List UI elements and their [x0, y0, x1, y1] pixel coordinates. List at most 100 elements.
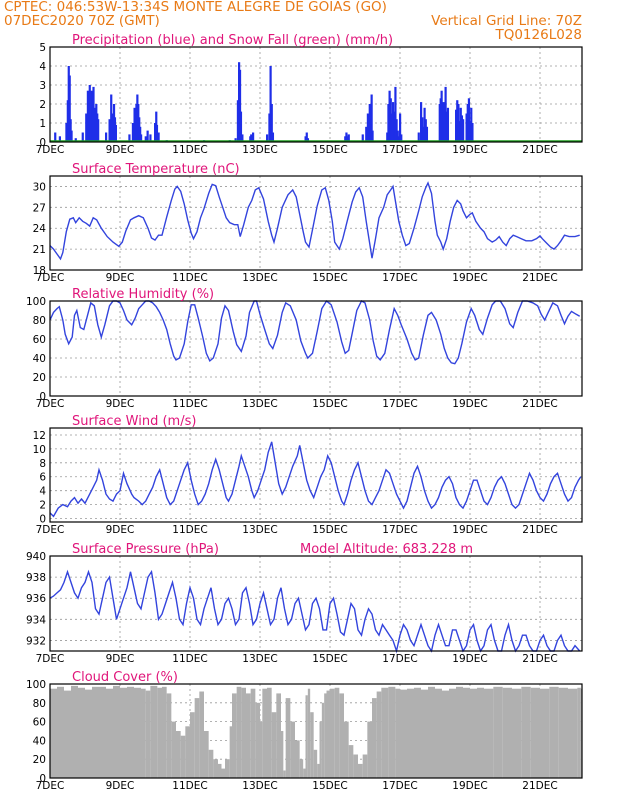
cloud-frame — [49, 683, 583, 779]
precip-bar — [424, 119, 427, 142]
cloud-cover-bar — [381, 687, 389, 778]
cloud-cover-bar — [218, 763, 222, 778]
precip-bar — [305, 132, 308, 142]
rh-xtick-label: 15DEC — [312, 398, 347, 410]
precip-bar — [268, 113, 271, 142]
rh-xtick-label: 17DEC — [382, 398, 417, 410]
precip-bar — [471, 123, 474, 142]
precip-bar — [397, 136, 401, 142]
header-grid-line: Vertical Grid Line: 70Z — [431, 13, 582, 29]
cloud-cover-bar — [521, 686, 531, 778]
rh-title: Relative Humidity (%) — [72, 287, 214, 302]
temp-xtick-label: 15DEC — [312, 272, 347, 284]
precip-xtick-label: 7DEC — [36, 144, 65, 156]
header-line-location: CPTEC: 046:53W-13:34S MONTE ALEGRE DE GO… — [4, 0, 387, 15]
rh-xtick-label: 9DEC — [106, 398, 135, 410]
precip-xtick-label: 9DEC — [106, 144, 135, 156]
precip-bar — [68, 75, 71, 142]
temp-xtick-label: 17DEC — [382, 272, 417, 284]
cloud-cover-bar — [162, 686, 167, 778]
temp-ytick-label: 24 — [33, 223, 47, 235]
cloud-cover-bar — [190, 712, 195, 778]
precip-bar — [365, 126, 368, 142]
cloud-cover-bar — [99, 686, 106, 778]
header-model-id: TQ0126L028 — [494, 27, 582, 43]
cloud-cover-bar — [388, 686, 396, 778]
cloud-cover-bar — [157, 687, 162, 778]
precip-bar — [241, 134, 244, 142]
cloud-cover-bar — [456, 686, 463, 778]
precip-bar — [422, 126, 425, 142]
cloud-cover-bar — [85, 689, 92, 778]
pressure-xtick-label: 17DEC — [382, 653, 417, 665]
cloud-ytick-label: 100 — [26, 679, 46, 691]
cloud-cover-bar — [92, 686, 99, 778]
wind-ytick-label: 12 — [33, 430, 46, 442]
pressure-title: Surface Pressure (hPa) — [72, 542, 219, 557]
cloud-xtick-label: 15DEC — [312, 780, 347, 792]
cloud-cover-bar — [319, 721, 322, 778]
cloud-cover-bar — [285, 698, 291, 778]
cloud-cover-bar — [305, 695, 308, 778]
cloud-cover-bar — [199, 691, 204, 778]
wind-xtick-label: 21DEC — [522, 524, 557, 536]
cloud-cover-bar — [194, 698, 200, 778]
precip-frame — [49, 46, 583, 143]
temp-xtick-label: 11DEC — [172, 272, 207, 284]
cloud-cover-bar — [185, 726, 190, 778]
wind-xtick-label: 19DEC — [452, 524, 487, 536]
rh-ytick-label: 0 — [39, 391, 46, 403]
precip-bar — [370, 94, 373, 142]
cloud-cover-bar — [330, 688, 335, 778]
precip-bar — [154, 123, 157, 142]
precip-bar — [388, 90, 391, 142]
temp-title: Surface Temperature (nC) — [72, 162, 240, 177]
precip-bar — [389, 98, 392, 142]
cloud-cover-bar — [208, 749, 214, 778]
precip-bar — [446, 107, 450, 142]
cloud-cover-bar — [166, 693, 172, 778]
precip-bar — [400, 134, 403, 142]
cloud-cover-bar — [317, 763, 320, 778]
cloud-cover-bar — [502, 687, 512, 778]
pressure-xtick-label: 7DEC — [36, 653, 65, 665]
cloud-cover-bar — [414, 687, 421, 778]
cloud-ytick-label: 80 — [33, 698, 46, 710]
cloud-xtick-label: 17DEC — [382, 780, 417, 792]
cloud-cover-bar — [213, 759, 218, 778]
cloud-cover-bar — [442, 690, 449, 778]
cloud-cover-bar — [339, 693, 344, 778]
cloud-cover-bar — [221, 768, 225, 778]
precip-bar — [396, 130, 399, 142]
cloud-ytick-label: 0 — [39, 773, 46, 785]
precip-title: Precipitation (blue) and Snow Fall (gree… — [72, 33, 393, 48]
wind-series-line — [49, 441, 582, 518]
precip-bar — [393, 111, 396, 142]
precip-ytick-label: 2 — [39, 99, 46, 111]
cloud-ytick-label: 60 — [33, 717, 46, 729]
precip-bar — [236, 100, 240, 142]
wind-ytick-label: 8 — [39, 458, 46, 470]
wind-ytick-label: 4 — [39, 486, 46, 498]
cloud-cover-bar — [493, 686, 503, 778]
precip-bar — [270, 104, 273, 142]
precip-bar — [97, 119, 100, 142]
wind-ytick-label: 6 — [39, 472, 46, 484]
wind-xtick-label: 7DEC — [36, 524, 65, 536]
precip-bar — [457, 104, 460, 142]
precip-bar — [466, 104, 469, 142]
cloud-cover-bar — [290, 721, 295, 778]
precip-bar — [455, 109, 458, 142]
cloud-cover-bar — [348, 745, 354, 778]
cloud-cover-bar — [246, 693, 251, 778]
precip-bar — [445, 111, 448, 142]
precip-ytick-label: 3 — [39, 80, 46, 92]
precip-bar — [347, 134, 350, 142]
precip-bar — [149, 134, 152, 142]
pressure-ytick-label: 934 — [26, 614, 46, 626]
precip-bar — [54, 132, 57, 142]
cloud-cover-bar — [64, 690, 71, 778]
rh-xtick-label: 21DEC — [522, 398, 557, 410]
wind-xtick-label: 11DEC — [172, 524, 207, 536]
pressure-ytick-label: 932 — [26, 635, 46, 647]
